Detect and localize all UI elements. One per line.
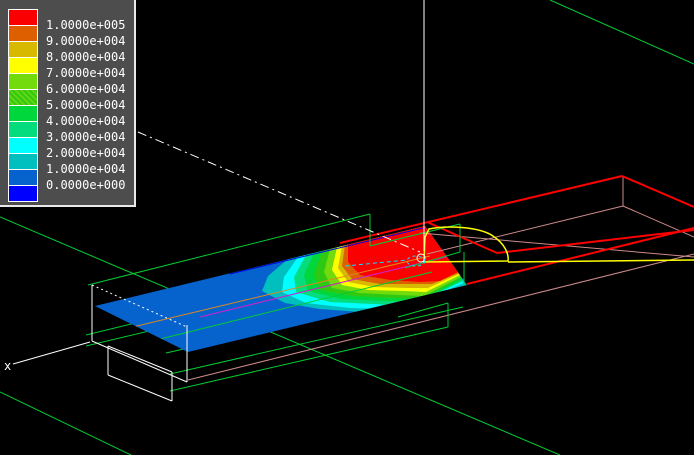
legend-tick-label: 2.0000e+004 xyxy=(46,146,126,160)
legend-labels: 1.0000e+005 9.0000e+004 8.0000e+004 7.0000e… xyxy=(46,0,134,205)
domain-edge xyxy=(339,175,623,244)
legend-tick-label: 3.0000e+004 xyxy=(46,130,126,144)
dash-dot-sightline xyxy=(137,131,421,253)
probe-markers xyxy=(137,0,426,267)
legend-swatch-6 xyxy=(9,106,37,121)
legend-swatch-11 xyxy=(9,186,37,201)
green-trace-line xyxy=(139,271,433,345)
legend-tick-label: 0.0000e+000 xyxy=(46,178,126,192)
probe-dashed-ellipse xyxy=(406,255,426,267)
x-axis-line xyxy=(12,341,91,365)
legend-swatch-9 xyxy=(9,154,37,169)
component-edge xyxy=(107,345,173,373)
axis-indicator: x xyxy=(4,341,91,373)
contour-plane xyxy=(95,226,467,352)
blue-contour-line xyxy=(229,227,424,275)
legend-swatch-0 xyxy=(9,10,37,25)
probe-dashed-line xyxy=(344,259,408,267)
component-box-white xyxy=(91,284,188,402)
component-edge xyxy=(91,340,188,383)
legend-swatch-7 xyxy=(9,122,37,137)
legend-swatch-8 xyxy=(9,138,37,153)
legend-tick-label: 9.0000e+004 xyxy=(46,34,126,48)
x-axis-label: x xyxy=(4,359,11,373)
pour-outline-yellow xyxy=(423,226,694,263)
mesh-edge xyxy=(397,302,449,318)
mesh-edge xyxy=(87,213,371,286)
legend-tick-label: 6.0000e+004 xyxy=(46,82,126,96)
legend-tick-label: 5.0000e+004 xyxy=(46,98,126,112)
legend-swatch-10 xyxy=(9,170,37,185)
mesh-edge xyxy=(404,251,461,269)
domain-edge xyxy=(496,229,694,254)
hidden-edge xyxy=(622,205,694,238)
component-edge xyxy=(107,374,173,402)
orange-trace-line xyxy=(119,255,431,331)
contour-band-red xyxy=(348,226,458,282)
component-edge-dotted xyxy=(91,284,188,328)
domain-edge xyxy=(621,175,694,208)
legend-panel: 1.0000e+005 9.0000e+004 8.0000e+004 7.0000e… xyxy=(0,0,136,207)
magenta-trace-line xyxy=(199,253,459,318)
domain-box-red xyxy=(339,175,694,285)
legend-tick-label: 4.0000e+004 xyxy=(46,114,126,128)
legend-swatch-4 xyxy=(9,74,37,89)
legend-swatch-1 xyxy=(9,26,37,41)
legend-swatch-2 xyxy=(9,42,37,57)
mesh-edge xyxy=(549,0,694,65)
mesh-wireframe-green-back xyxy=(0,216,561,455)
pour-outline-line xyxy=(507,259,694,263)
pour-outline-shape xyxy=(423,226,509,263)
hidden-edge xyxy=(426,205,624,255)
legend-swatch-3 xyxy=(9,58,37,73)
mesh-edge xyxy=(0,391,132,455)
pour-point-marker xyxy=(416,253,426,263)
mesh-edge xyxy=(0,216,561,455)
mesh-edge xyxy=(169,306,464,375)
mesh-edge xyxy=(169,326,449,392)
legend-tick-label: 7.0000e+004 xyxy=(46,66,126,80)
legend-tick-label: 1.0000e+004 xyxy=(46,162,126,176)
domain-edge xyxy=(466,227,694,285)
legend-tick-label: 8.0000e+004 xyxy=(46,50,126,64)
legend-colorbar xyxy=(8,9,38,202)
legend-tick-label: 1.0000e+005 xyxy=(46,18,126,32)
hidden-edge xyxy=(187,253,694,381)
legend-swatch-5 xyxy=(9,90,37,105)
